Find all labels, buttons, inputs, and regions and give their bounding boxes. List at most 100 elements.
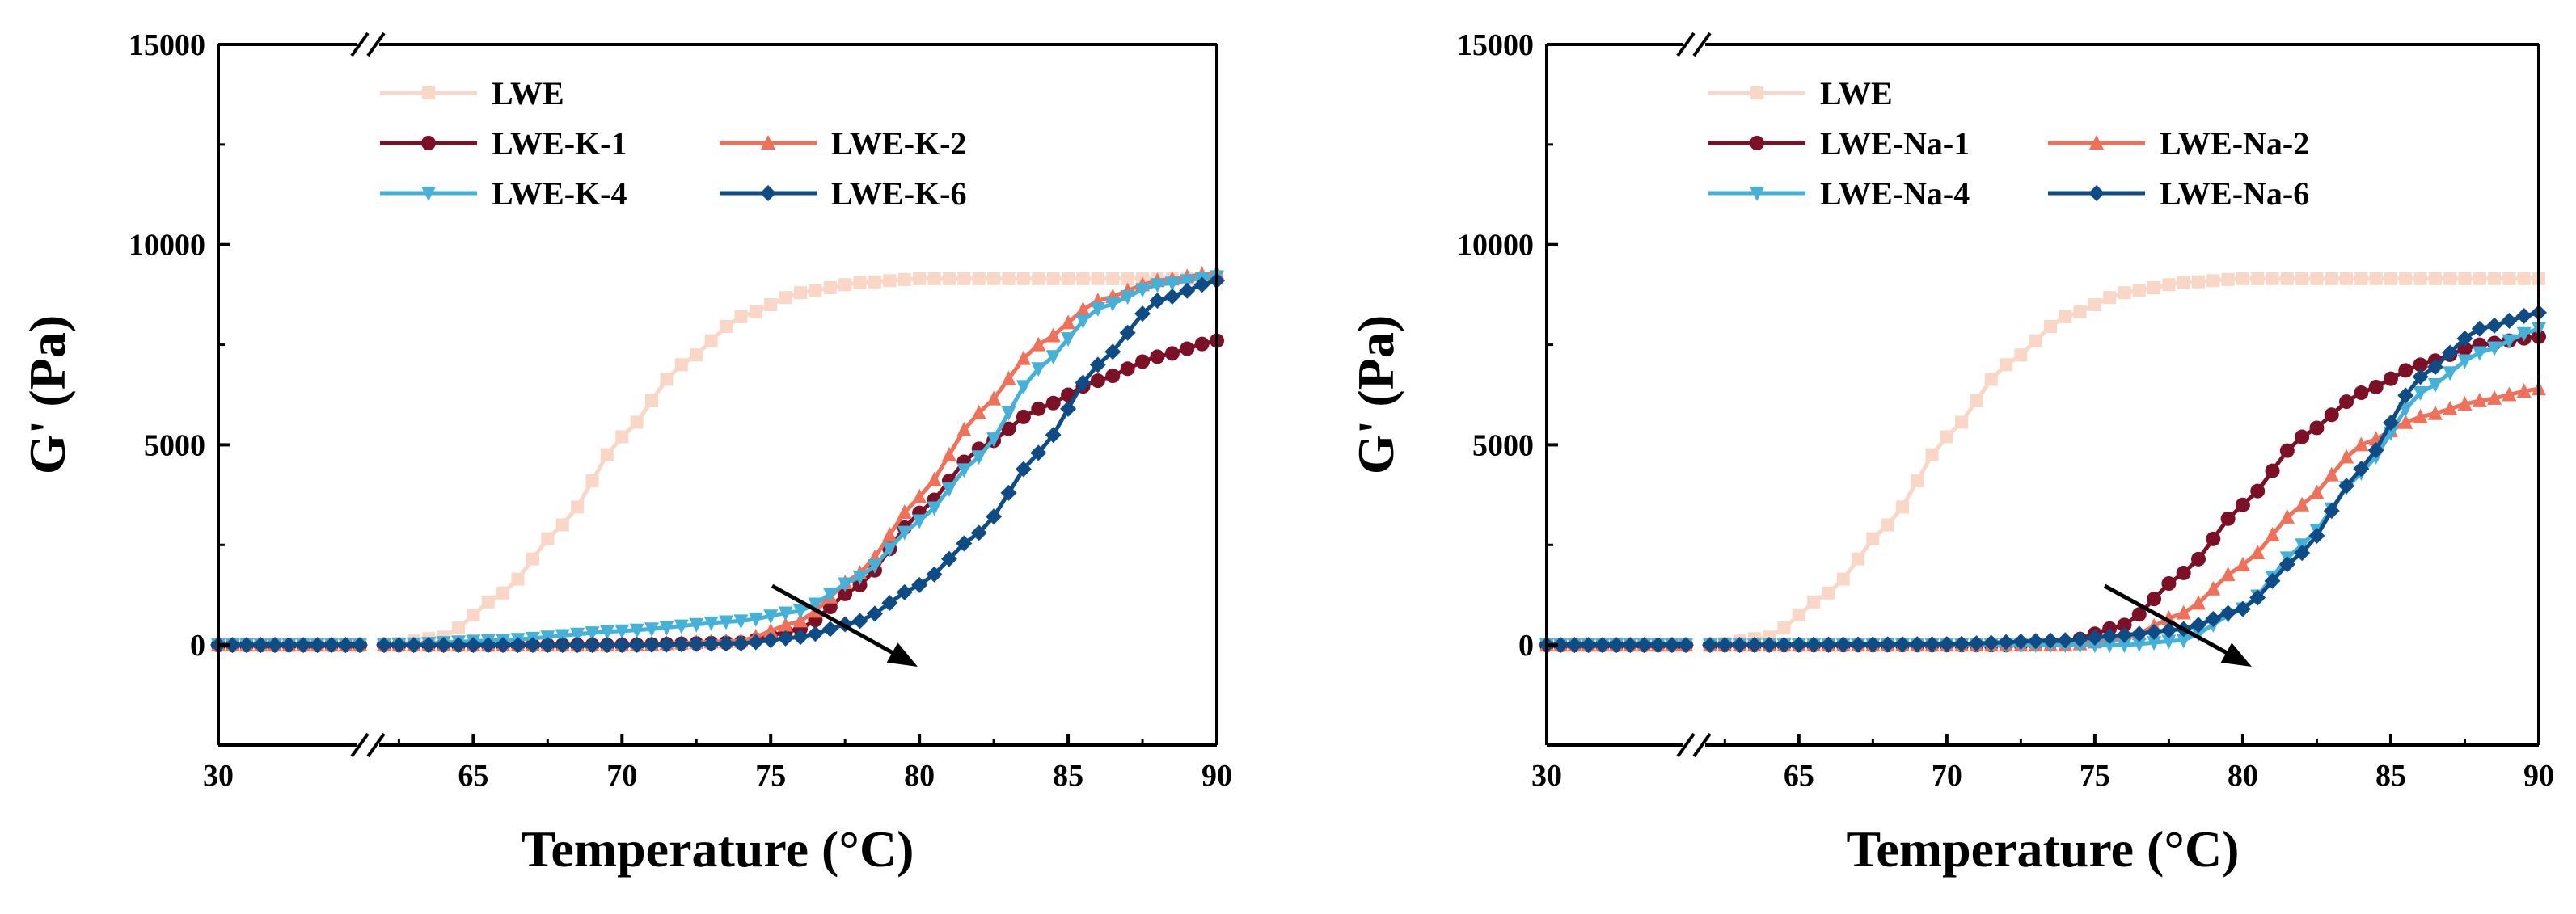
data-point-LWE-K-2 [793, 613, 808, 628]
data-point-LWE-Na-6 [1678, 637, 1694, 654]
data-point-LWE-K-6 [524, 637, 541, 654]
data-point-LWE [927, 272, 941, 285]
data-point-LWE [496, 586, 510, 600]
data-point-LWE-Na-6 [1580, 637, 1597, 654]
data-point-LWE-Na-6 [1731, 637, 1748, 654]
data-point-LWE-K-4 [614, 624, 630, 639]
data-point-LWE-Na-1 [2161, 576, 2177, 592]
data-point-LWE [1032, 272, 1045, 285]
data-point-LWE-K-6 [1134, 305, 1151, 322]
data-point-LWE-K-6 [718, 635, 735, 652]
y-tick-label: 10000 [129, 229, 205, 263]
data-point-LWE [2073, 305, 2087, 318]
data-point-LWE-Na-6 [2353, 461, 2370, 478]
data-point-LWE-Na-6 [1894, 636, 1911, 653]
data-point-LWE-K-6 [911, 576, 928, 593]
data-point-LWE-Na-6 [1805, 636, 1822, 653]
data-point-LWE [2000, 358, 2013, 372]
data-point-LWE-K-4 [986, 432, 1002, 448]
data-point-LWE-Na-1 [2265, 463, 2280, 478]
data-point-LWE-K-4 [763, 609, 779, 625]
x-tick-label: 85 [2375, 759, 2406, 793]
data-point-LWE-K-1 [1016, 409, 1031, 424]
data-point-LWE [853, 276, 867, 289]
data-point-LWE-Na-6 [2234, 600, 2251, 617]
data-point-LWE [2162, 278, 2176, 292]
data-point-LWE [779, 291, 792, 305]
data-point-LWE-Na-1 [2383, 371, 2398, 386]
data-point-LWE-Na-6 [2101, 628, 2118, 645]
data-point-LWE-Na-6 [1761, 636, 1778, 653]
legend-marker-LWE-Na-1 [1750, 136, 1764, 150]
data-point-LWE-K-4 [1061, 332, 1076, 347]
data-point-LWE-K-4 [748, 612, 763, 627]
x-tick-label: 85 [1053, 759, 1083, 793]
data-point-LWE [2029, 334, 2042, 347]
y-tick-label: 0 [190, 629, 205, 663]
data-point-LWE [1925, 448, 1939, 461]
data-point-LWE [2014, 348, 2028, 362]
data-point-LWE-Na-1 [2457, 341, 2473, 356]
data-point-LWE-K-6 [986, 508, 1003, 525]
data-point-LWE-K-6 [450, 637, 467, 654]
data-point-LWE-Na-2 [2279, 508, 2295, 524]
data-point-LWE [1046, 272, 1060, 285]
data-point-LWE [2369, 272, 2383, 285]
data-point-LWE [541, 532, 555, 545]
data-point-LWE-Na-6 [2338, 478, 2355, 495]
data-point-LWE [1955, 415, 1969, 429]
data-point-LWE-K-4 [1016, 380, 1031, 395]
data-point-LWE-K-2 [882, 526, 897, 541]
data-point-LWE-K-4 [1075, 314, 1091, 330]
data-point-LWE-Na-2 [2354, 436, 2369, 452]
data-point-LWE-Na-4 [2117, 638, 2132, 654]
data-point-LWE [1106, 272, 1120, 285]
data-point-LWE-K-1 [1135, 354, 1151, 369]
data-point-LWE-K-6 [747, 634, 764, 651]
data-point-LWE [2280, 272, 2294, 285]
data-point-LWE-K-2 [1001, 370, 1016, 385]
data-point-LWE-K-4 [689, 617, 704, 633]
data-point-LWE-K-4 [1180, 274, 1195, 289]
data-point-LWE [555, 518, 569, 532]
data-point-LWE-K-1 [1180, 341, 1195, 356]
data-point-LWE-Na-1 [2279, 443, 2295, 458]
data-point-LWE-Na-2 [2339, 449, 2354, 464]
data-point-LWE-K-2 [778, 617, 793, 632]
data-point-LWE-K-6 [1045, 427, 1062, 444]
data-point-LWE [2118, 286, 2131, 300]
data-point-LWE [704, 334, 718, 347]
data-point-LWE [2088, 298, 2101, 312]
data-point-LWE-K-6 [420, 637, 437, 654]
data-point-LWE-K-1 [1194, 336, 1210, 352]
data-point-LWE-Na-2 [2398, 414, 2413, 429]
data-point-LWE-K-6 [792, 629, 809, 646]
data-point-LWE [1895, 500, 1909, 514]
data-point-LWE-Na-6 [1998, 634, 2015, 651]
data-point-LWE-Na-6 [1968, 635, 1985, 652]
data-point-LWE [2517, 272, 2531, 285]
legend-marker-LWE-Na-2 [2089, 135, 2104, 150]
data-point-LWE-Na-1 [2324, 407, 2339, 423]
data-point-LWE-Na-6 [2130, 625, 2147, 642]
data-point-LWE-Na-1 [2339, 394, 2354, 410]
legend-label-LWE-Na-4: LWE-Na-4 [1820, 175, 1970, 212]
data-point-LWE-K-6 [295, 637, 311, 654]
data-point-LWE [1121, 272, 1134, 285]
data-point-LWE [734, 310, 748, 323]
data-point-LWE [674, 358, 688, 372]
series-LWE-K-2 [211, 264, 1224, 652]
data-point-LWE-K-6 [554, 637, 571, 654]
chart-panel-1: 0 5000 10000 15000 30 65 70 75 80 85 90 Temperature… [19, 28, 1232, 878]
data-point-LWE-Na-6 [1879, 636, 1896, 653]
data-point-LWE-K-1 [1031, 401, 1046, 416]
data-point-LWE [1016, 272, 1030, 285]
data-point-LWE [645, 394, 659, 407]
data-point-LWE [1792, 608, 1805, 621]
data-point-LWE-Na-1 [2235, 497, 2250, 512]
data-point-LWE [2354, 272, 2368, 285]
data-point-LWE-Na-6 [2057, 632, 2074, 649]
data-point-LWE-K-6 [465, 637, 482, 654]
data-point-LWE-Na-1 [2309, 420, 2325, 436]
data-point-LWE-Na-1 [2398, 363, 2413, 378]
